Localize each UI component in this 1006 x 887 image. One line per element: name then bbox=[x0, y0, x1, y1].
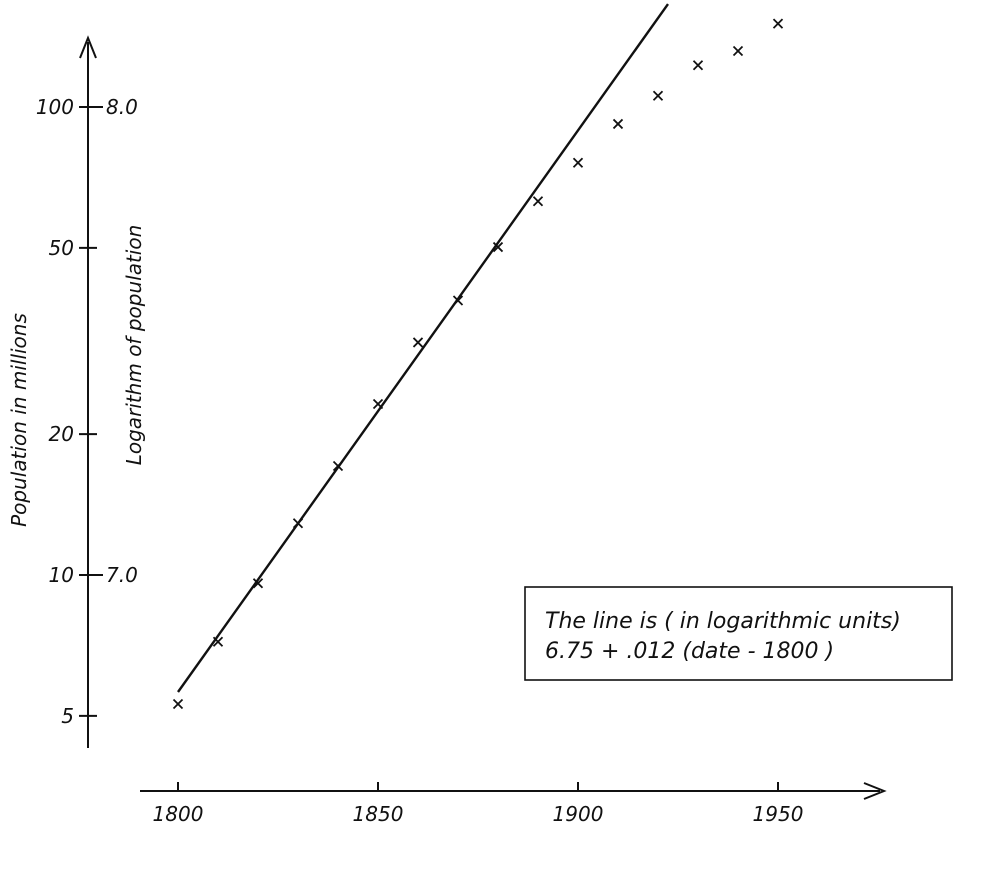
x-tick-label: 1850 bbox=[353, 802, 404, 826]
data-point bbox=[612, 118, 624, 130]
data-point bbox=[572, 157, 584, 168]
data-point bbox=[252, 578, 264, 589]
data-point bbox=[532, 196, 544, 207]
x-axis-arrow bbox=[863, 782, 887, 800]
y-secondary-tick-label: 7.0 bbox=[106, 563, 138, 587]
y-tick-label: 100 bbox=[36, 95, 74, 119]
y-tick-label: 10 bbox=[49, 563, 74, 587]
y-tick-label: 50 bbox=[49, 236, 74, 260]
y-secondary-ticks: 7.0 8.0 bbox=[106, 95, 138, 587]
y-axis-title: Population in millions bbox=[7, 313, 31, 527]
x-ticks: 1800 1850 1900 1950 bbox=[153, 782, 804, 826]
y-secondary-tick-label: 8.0 bbox=[106, 95, 138, 119]
fit-line-group bbox=[177, 3, 669, 693]
y-ticks: 5 10 20 50 100 bbox=[36, 95, 103, 728]
data-point bbox=[452, 295, 464, 306]
data-point bbox=[292, 518, 304, 529]
annotation-line-1: The line is ( in logarithmic units) bbox=[545, 609, 901, 634]
y-axis-secondary-title: Logarithm of population bbox=[122, 225, 146, 466]
x-tick-label: 1800 bbox=[153, 802, 204, 826]
data-point bbox=[692, 60, 704, 71]
annotation-line-2: 6.75 + .012 (date - 1800 ) bbox=[545, 639, 834, 664]
data-points bbox=[172, 18, 784, 710]
y-axis-arrow bbox=[79, 35, 97, 59]
annotation-box bbox=[524, 586, 953, 681]
x-tick-label: 1900 bbox=[553, 802, 604, 826]
y-tick-label: 20 bbox=[49, 422, 74, 446]
data-point bbox=[412, 337, 424, 348]
data-point bbox=[732, 45, 744, 57]
y-tick-label: 5 bbox=[61, 704, 74, 728]
data-point bbox=[372, 398, 384, 410]
data-point bbox=[492, 241, 504, 253]
data-point bbox=[332, 460, 344, 472]
data-point bbox=[652, 90, 664, 101]
fit-line bbox=[177, 3, 669, 693]
data-point bbox=[212, 636, 224, 647]
data-point bbox=[172, 698, 184, 710]
x-tick-label: 1950 bbox=[753, 802, 804, 826]
data-point bbox=[772, 18, 784, 29]
